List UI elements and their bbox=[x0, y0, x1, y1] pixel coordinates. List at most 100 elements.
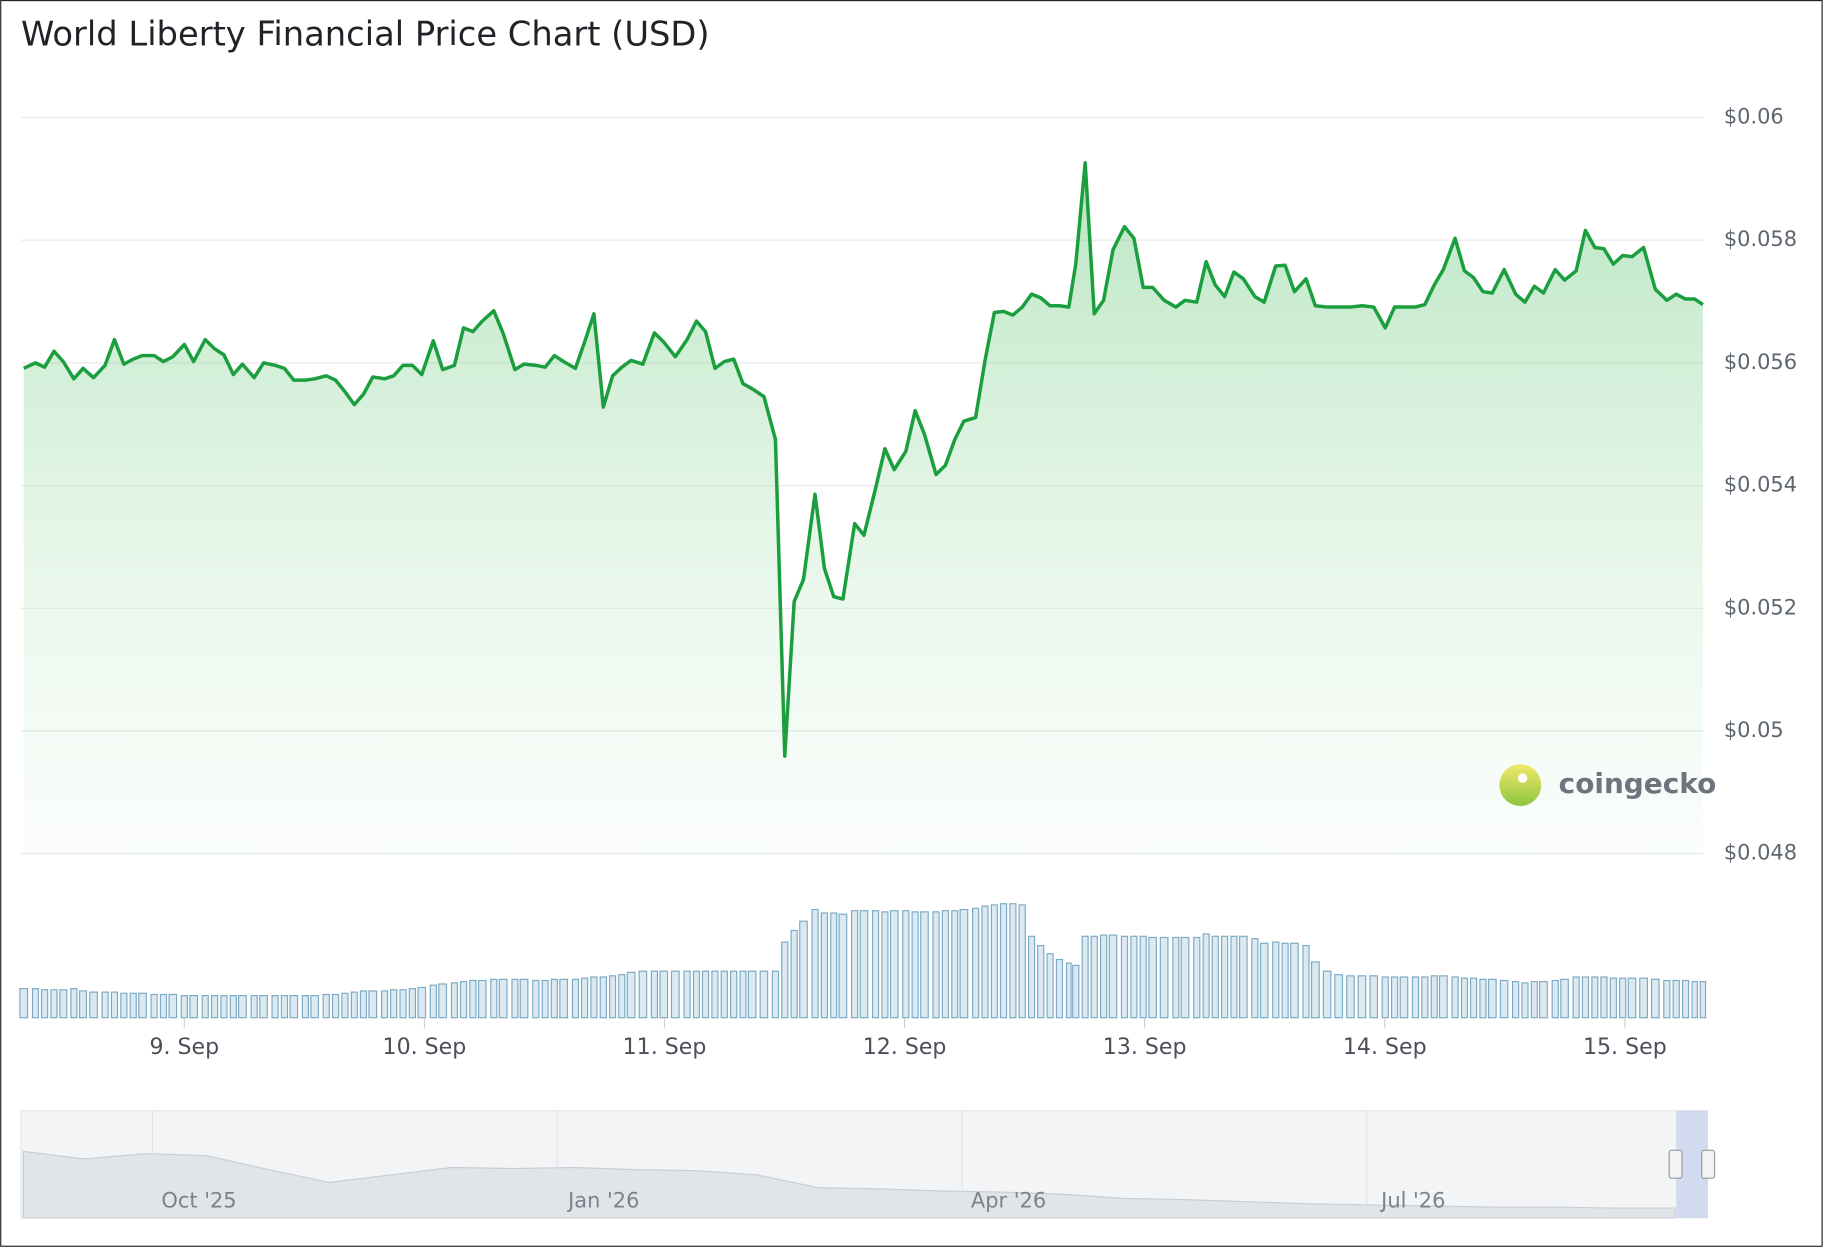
volume-bar bbox=[951, 910, 959, 1019]
volume-bar bbox=[1430, 975, 1438, 1019]
volume-bar bbox=[1172, 936, 1180, 1019]
volume-bar bbox=[571, 978, 579, 1019]
volume-bar bbox=[519, 978, 529, 1019]
volume-bar bbox=[683, 970, 691, 1019]
volume-bar bbox=[310, 995, 320, 1019]
volume-bar bbox=[781, 941, 789, 1019]
volume-bar bbox=[1390, 976, 1399, 1019]
volume-bar bbox=[730, 970, 738, 1019]
volume-bar bbox=[120, 992, 128, 1019]
volume-bar bbox=[1108, 934, 1118, 1019]
volume-bar bbox=[498, 978, 508, 1019]
volume-bar bbox=[981, 905, 989, 1019]
volume-bar bbox=[31, 988, 40, 1019]
volume-bar bbox=[1230, 935, 1238, 1019]
volume-bar bbox=[150, 993, 158, 1019]
volume-bar bbox=[19, 988, 29, 1019]
price-line bbox=[23, 161, 1704, 758]
volume-bar bbox=[1521, 982, 1529, 1019]
volume-bar bbox=[820, 912, 829, 1019]
volume-bar bbox=[559, 978, 569, 1019]
volume-bar bbox=[322, 993, 330, 1019]
volume-bar bbox=[1072, 964, 1080, 1019]
volume-bar bbox=[399, 989, 407, 1019]
volume-bar bbox=[972, 907, 980, 1019]
volume-bar bbox=[159, 993, 168, 1019]
volume-bar bbox=[711, 970, 719, 1019]
volume-bar bbox=[1381, 976, 1389, 1019]
volume-bar bbox=[1699, 981, 1707, 1019]
volume-bar bbox=[477, 979, 487, 1019]
navigator-handle-right[interactable] bbox=[1701, 1149, 1716, 1179]
volume-bar bbox=[747, 970, 757, 1019]
volume-bar bbox=[180, 995, 188, 1019]
volume-bar bbox=[40, 989, 49, 1019]
x-tick-label: 12. Sep bbox=[863, 1034, 947, 1060]
x-tick-label: 15. Sep bbox=[1583, 1034, 1667, 1060]
volume-bar bbox=[830, 912, 838, 1019]
volume-bar bbox=[659, 970, 669, 1019]
navigator-label: Apr '26 bbox=[971, 1188, 1046, 1212]
volume-bar bbox=[289, 995, 299, 1019]
volume-bar bbox=[650, 970, 659, 1019]
y-tick-label: $0.052 bbox=[1724, 595, 1797, 619]
volume-bar bbox=[701, 970, 710, 1019]
x-tick-label: 14. Sep bbox=[1343, 1034, 1427, 1060]
volume-bar bbox=[590, 976, 598, 1019]
price-area bbox=[23, 162, 1703, 854]
volume-bar bbox=[881, 911, 889, 1019]
navigator-area bbox=[22, 1150, 1676, 1219]
volume-bar bbox=[851, 910, 859, 1019]
volume-bar bbox=[1099, 934, 1108, 1019]
volume-bar bbox=[89, 991, 98, 1019]
volume-bar bbox=[381, 990, 389, 1019]
volume-bar bbox=[1334, 974, 1344, 1019]
volume-bar bbox=[889, 910, 899, 1019]
volume-bar bbox=[1310, 961, 1320, 1019]
volume-bar bbox=[1120, 935, 1129, 1019]
volume-bar bbox=[1399, 976, 1409, 1019]
volume-bar bbox=[1691, 981, 1698, 1019]
volume-bar bbox=[1438, 975, 1448, 1019]
volume-bar bbox=[1369, 975, 1379, 1019]
volume-bar bbox=[429, 984, 437, 1019]
volume-bar bbox=[638, 970, 648, 1019]
volume-bar bbox=[1139, 935, 1147, 1019]
volume-bar bbox=[201, 995, 209, 1019]
volume-bar bbox=[1511, 981, 1520, 1019]
chart-title: World Liberty Financial Price Chart (USD… bbox=[21, 15, 710, 54]
volume-bar bbox=[1560, 978, 1569, 1019]
volume-bar bbox=[859, 910, 869, 1019]
y-tick-label: $0.06 bbox=[1724, 104, 1784, 128]
x-tick-label: 9. Sep bbox=[149, 1034, 219, 1060]
volume-bar bbox=[1639, 977, 1648, 1019]
volume-bar bbox=[408, 988, 417, 1019]
volume-bar bbox=[932, 911, 940, 1019]
volume-bar bbox=[1551, 979, 1559, 1019]
volume-bar bbox=[1148, 936, 1157, 1019]
volume-bar bbox=[1609, 977, 1617, 1019]
volume-bar bbox=[609, 975, 617, 1019]
volume-bar bbox=[1046, 953, 1054, 1019]
volume-bar bbox=[1322, 970, 1332, 1019]
volume-bar bbox=[1460, 977, 1469, 1019]
volume-bar bbox=[618, 974, 626, 1019]
volume-bar bbox=[959, 908, 969, 1019]
volume-bar bbox=[210, 995, 219, 1019]
volume-bar bbox=[259, 995, 268, 1019]
volume-bar bbox=[459, 981, 468, 1019]
volume-bar bbox=[811, 908, 819, 1019]
volume-bar bbox=[902, 910, 910, 1019]
volume-bar bbox=[280, 995, 289, 1019]
y-tick-label: $0.05 bbox=[1724, 718, 1784, 742]
watermark: coingecko bbox=[1499, 764, 1717, 807]
volume-bar bbox=[1028, 935, 1036, 1019]
volume-bar bbox=[450, 982, 458, 1019]
volume-bar bbox=[911, 911, 919, 1019]
volume-bar bbox=[1090, 935, 1098, 1019]
y-tick-label: $0.058 bbox=[1724, 227, 1797, 251]
watermark-text: coingecko bbox=[1559, 767, 1717, 800]
navigator-handle-left[interactable] bbox=[1668, 1149, 1683, 1179]
volume-bar bbox=[1499, 979, 1509, 1019]
